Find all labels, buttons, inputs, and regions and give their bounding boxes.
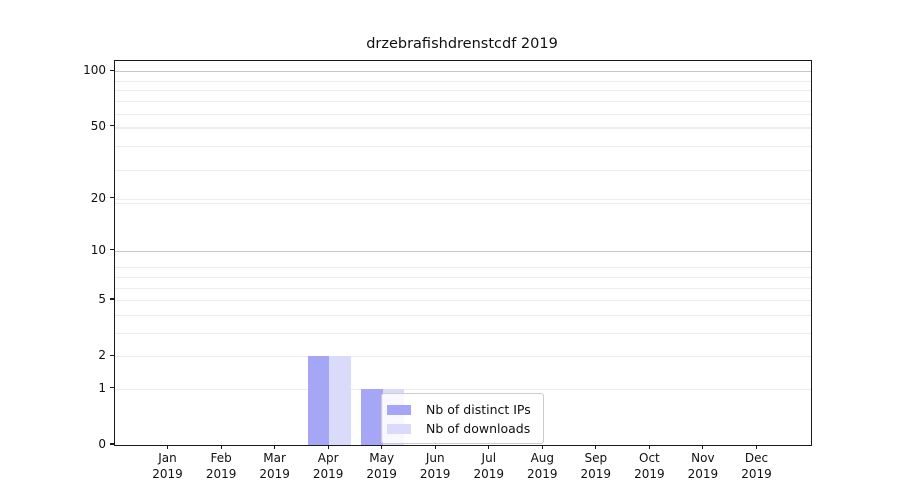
legend-item-downloads: Nb of downloads — [387, 421, 535, 436]
x-tick-mark — [434, 445, 436, 449]
x-tick-mark — [541, 445, 543, 449]
legend-item-distinct-ips: Nb of distinct IPs — [387, 402, 535, 417]
gridline-major — [115, 250, 811, 252]
y-tick-label: 5 — [98, 292, 106, 306]
x-tick-label: Mar 2019 — [259, 451, 290, 481]
x-tick-label: Jan 2019 — [152, 451, 183, 481]
x-tick-mark — [648, 445, 650, 449]
gridline-minor — [115, 80, 811, 82]
gridline-minor — [115, 332, 811, 334]
y-tick-mark — [110, 249, 114, 251]
y-tick-mark — [110, 69, 114, 71]
x-tick-mark — [381, 445, 383, 449]
y-tick-mark — [110, 354, 114, 356]
gridline-minor — [115, 356, 811, 358]
x-tick-label: Aug 2019 — [527, 451, 558, 481]
x-tick-label: Jun 2019 — [419, 451, 451, 481]
x-tick-label: Sep 2019 — [580, 451, 612, 481]
chart-title: drzebrafishdrenstcdf 2019 — [366, 36, 558, 52]
y-tick-label: 10 — [90, 242, 106, 257]
y-tick-label: 0 — [98, 437, 106, 451]
x-tick-label: Apr 2019 — [312, 451, 344, 481]
gridline-minor — [115, 113, 811, 115]
x-tick-mark — [755, 445, 758, 449]
x-tick-label: Feb 2019 — [205, 451, 237, 481]
plot-area: Nb of distinct IPs Nb of downloads — [114, 60, 812, 446]
x-tick-mark — [595, 445, 597, 449]
gridline-minor — [115, 267, 811, 269]
y-tick-mark — [110, 443, 114, 445]
x-tick-label: Jul 2019 — [473, 451, 505, 481]
gridline-minor — [115, 198, 811, 200]
legend-label-downloads: Nb of downloads — [426, 421, 531, 436]
x-tick-mark — [702, 445, 704, 449]
x-tick-label: Oct 2019 — [634, 451, 665, 481]
x-tick-mark — [274, 445, 276, 449]
x-tick-mark — [327, 445, 329, 449]
gridline-minor — [115, 101, 811, 103]
y-tick-label: 100 — [83, 63, 106, 78]
legend-label-distinct-ips: Nb of distinct IPs — [426, 402, 531, 417]
y-tick-mark — [110, 298, 114, 300]
gridline-minor — [115, 169, 811, 171]
gridline-minor — [115, 146, 811, 148]
y-tick-label: 1 — [98, 380, 106, 395]
y-tick-label: 20 — [90, 190, 106, 205]
gridline-major — [115, 71, 811, 73]
x-tick-label: Dec 2019 — [741, 451, 772, 481]
legend: Nb of distinct IPs Nb of downloads — [381, 393, 544, 444]
gridline-minor — [115, 202, 811, 204]
y-tick-mark — [110, 387, 114, 389]
gridline-minor — [115, 388, 811, 390]
bar-distinct-ips — [307, 356, 330, 445]
bar-distinct-ips — [361, 388, 383, 445]
y-tick-mark — [110, 125, 114, 127]
y-tick-label: 2 — [98, 348, 106, 363]
gridline-minor — [115, 126, 811, 128]
gridline-minor — [115, 287, 811, 289]
x-tick-mark — [166, 445, 169, 449]
gridline-minor — [115, 276, 811, 278]
legend-swatch-distinct-ips — [387, 404, 411, 415]
gridline-minor — [115, 300, 811, 301]
legend-swatch-downloads — [387, 423, 411, 434]
gridline-minor — [115, 128, 811, 130]
y-tick-mark — [110, 196, 114, 199]
x-tick-mark — [488, 445, 490, 449]
x-tick-label: May 2019 — [366, 451, 397, 481]
bar-downloads — [329, 356, 351, 445]
y-tick-label: 50 — [90, 118, 106, 133]
x-tick-label: Nov 2019 — [687, 451, 719, 481]
gridline-minor — [115, 90, 811, 92]
gridline-minor — [115, 314, 811, 316]
x-tick-mark — [220, 445, 222, 449]
